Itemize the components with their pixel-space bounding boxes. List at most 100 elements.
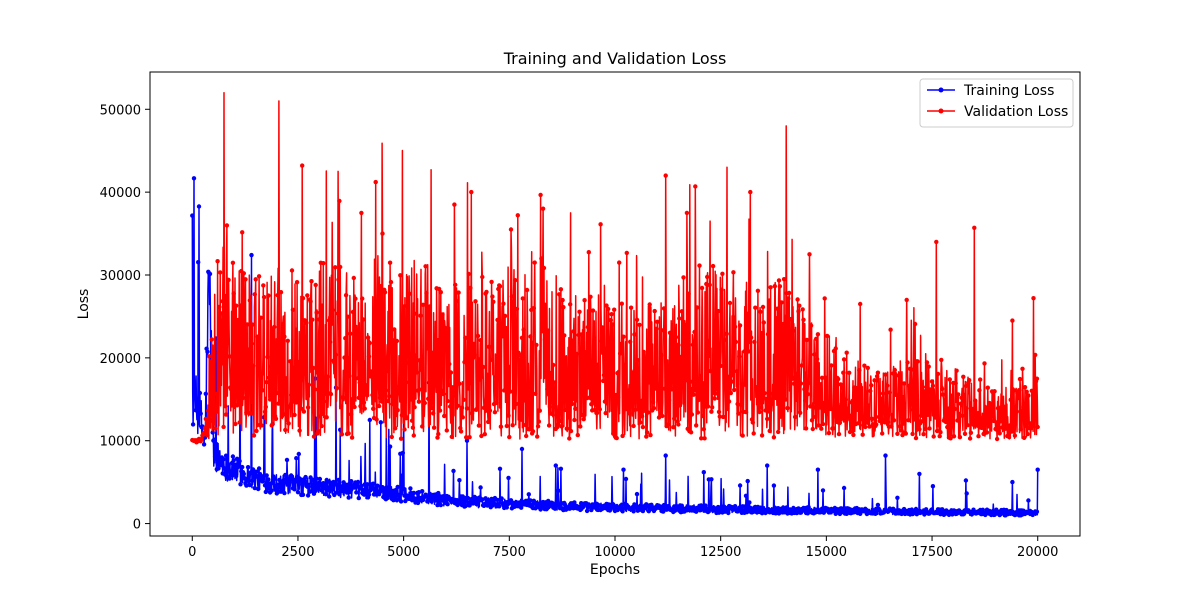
data-point bbox=[382, 290, 388, 295]
data-point bbox=[547, 404, 553, 410]
data-point bbox=[583, 350, 588, 355]
data-point bbox=[436, 286, 442, 292]
data-point bbox=[509, 294, 515, 299]
data-point bbox=[727, 300, 733, 306]
data-point bbox=[283, 427, 288, 433]
data-point bbox=[401, 404, 406, 410]
data-point bbox=[678, 356, 684, 361]
data-point bbox=[295, 490, 301, 495]
data-point bbox=[207, 354, 212, 359]
data-point bbox=[359, 210, 364, 216]
data-point bbox=[546, 423, 552, 428]
data-point bbox=[281, 412, 286, 417]
data-point bbox=[713, 391, 718, 396]
data-point bbox=[300, 482, 305, 487]
data-point bbox=[274, 491, 279, 496]
data-point bbox=[793, 391, 799, 397]
data-point bbox=[415, 370, 420, 375]
data-point bbox=[695, 410, 701, 415]
data-point bbox=[436, 431, 441, 437]
data-point bbox=[718, 363, 723, 369]
data-point bbox=[256, 486, 261, 492]
data-point bbox=[504, 423, 509, 429]
data-point bbox=[715, 382, 720, 388]
data-point bbox=[938, 430, 943, 435]
data-point bbox=[502, 313, 508, 319]
data-point bbox=[251, 433, 257, 438]
data-point bbox=[519, 446, 525, 452]
data-point bbox=[394, 338, 400, 344]
data-point bbox=[354, 490, 359, 495]
legend-marker-validation-loss bbox=[938, 108, 944, 114]
data-point bbox=[945, 413, 951, 418]
data-point bbox=[1013, 405, 1018, 410]
data-point bbox=[199, 436, 204, 442]
data-point bbox=[742, 349, 747, 354]
data-point bbox=[665, 401, 670, 407]
data-point bbox=[286, 421, 291, 426]
data-point bbox=[332, 360, 337, 365]
data-point bbox=[205, 433, 210, 438]
data-point bbox=[237, 458, 242, 464]
data-point bbox=[661, 306, 667, 311]
data-point bbox=[438, 290, 443, 295]
data-point bbox=[964, 406, 969, 411]
data-point bbox=[598, 222, 603, 227]
data-point bbox=[508, 227, 514, 232]
data-point bbox=[260, 479, 265, 484]
data-point bbox=[776, 429, 781, 435]
data-point bbox=[533, 506, 538, 511]
data-point bbox=[497, 284, 503, 289]
data-point bbox=[808, 404, 813, 409]
data-point bbox=[905, 360, 910, 365]
data-point bbox=[234, 471, 239, 477]
data-point bbox=[562, 333, 567, 338]
data-point bbox=[857, 368, 862, 373]
data-point bbox=[732, 387, 737, 393]
data-point bbox=[710, 405, 715, 410]
data-point bbox=[759, 433, 765, 438]
data-point bbox=[540, 329, 545, 334]
data-point bbox=[753, 305, 758, 310]
data-point bbox=[934, 239, 939, 245]
data-point bbox=[520, 296, 525, 301]
data-point bbox=[705, 509, 711, 515]
data-point bbox=[758, 505, 763, 510]
data-point bbox=[435, 435, 440, 440]
data-point bbox=[780, 390, 785, 396]
data-point bbox=[272, 324, 277, 330]
data-point bbox=[306, 484, 312, 489]
data-point bbox=[446, 382, 451, 388]
data-point bbox=[229, 403, 235, 408]
data-point bbox=[203, 416, 208, 422]
data-point bbox=[997, 431, 1002, 436]
data-point bbox=[1002, 405, 1007, 410]
data-point bbox=[447, 361, 452, 367]
data-point bbox=[453, 393, 459, 399]
data-point bbox=[234, 303, 239, 308]
x-tick-label: 17500 bbox=[911, 545, 952, 560]
data-point bbox=[471, 341, 476, 347]
data-point bbox=[650, 399, 656, 405]
data-point bbox=[408, 486, 413, 491]
data-point bbox=[336, 477, 341, 483]
data-point bbox=[468, 285, 473, 291]
data-point bbox=[243, 277, 248, 282]
data-point bbox=[273, 416, 279, 421]
data-point bbox=[336, 277, 341, 282]
data-point bbox=[949, 393, 954, 398]
data-point bbox=[762, 391, 767, 396]
data-point bbox=[338, 404, 344, 409]
data-point bbox=[227, 354, 232, 359]
data-point bbox=[364, 385, 369, 390]
data-point bbox=[229, 473, 234, 478]
data-point bbox=[247, 482, 252, 488]
data-point bbox=[898, 396, 903, 401]
data-point bbox=[577, 309, 582, 314]
data-point bbox=[451, 390, 456, 395]
data-point bbox=[755, 288, 761, 293]
data-point bbox=[317, 476, 323, 482]
data-point bbox=[585, 324, 591, 330]
data-point bbox=[988, 403, 993, 408]
data-point bbox=[198, 411, 203, 416]
